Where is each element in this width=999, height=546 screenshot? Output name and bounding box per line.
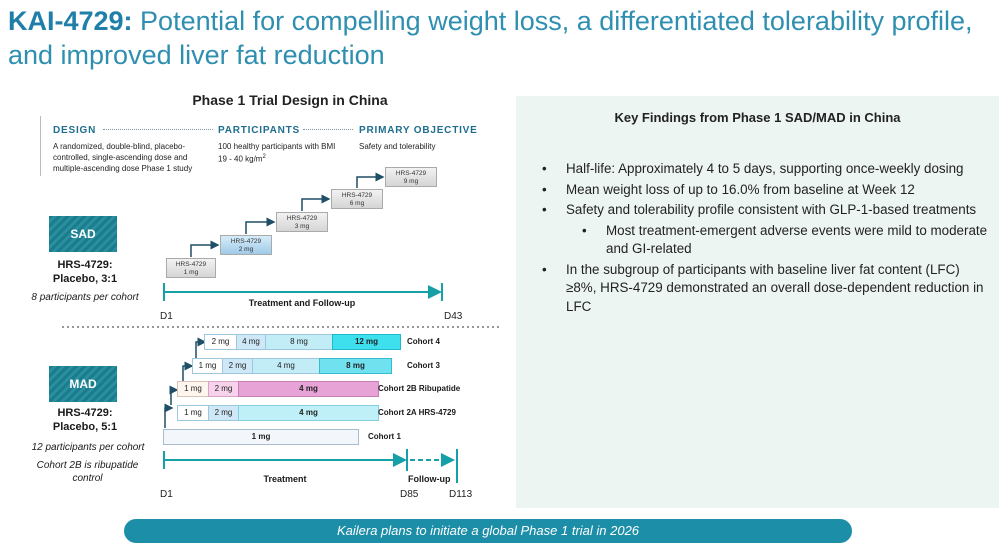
- cohort-2a-bar: 1 mg 2 mg 4 mg: [177, 405, 379, 421]
- cohort-1-label: Cohort 1: [368, 432, 401, 441]
- step-arrow: [301, 194, 331, 211]
- finding-item: In the subgroup of participants with bas…: [542, 261, 992, 317]
- sad-day-start: D1: [160, 311, 173, 322]
- dose-segment: 4 mg: [238, 405, 379, 421]
- sad-step-6mg: HRS-4729 6 mg: [331, 189, 383, 209]
- step-drug: HRS-4729: [286, 215, 318, 222]
- cohort-arrow: [182, 361, 194, 382]
- cohort-4-bar: 2 mg 4 mg 8 mg 12 mg: [204, 334, 401, 350]
- dose-segment: 1 mg: [177, 381, 209, 397]
- mad-followup-label: Follow-up: [408, 474, 451, 484]
- step-dose: 1 mg: [183, 269, 199, 276]
- dose-segment: 2 mg: [204, 334, 237, 350]
- mad-treatment-label: Treatment: [263, 474, 307, 484]
- finding-item: Half-life: Approximately 4 to 5 days, su…: [542, 160, 992, 179]
- step-drug: HRS-4729: [175, 261, 207, 268]
- mad-arm-label: HRS-4729: Placebo, 5:1: [30, 406, 140, 434]
- sad-note: 8 participants per cohort: [31, 292, 139, 303]
- dose-segment: 2 mg: [208, 405, 239, 421]
- sad-arm-label: HRS-4729: Placebo, 3:1: [30, 258, 140, 286]
- objective-heading: PRIMARY OBJECTIVE: [359, 125, 478, 136]
- step-drug: HRS-4729: [395, 170, 427, 177]
- cohort-3-bar: 1 mg 2 mg 4 mg 8 mg: [192, 358, 392, 374]
- cohort-4-label: Cohort 4: [407, 337, 440, 346]
- dose-segment: 4 mg: [238, 381, 379, 397]
- sad-step-2mg: HRS-4729 2 mg: [220, 235, 272, 255]
- step-dose: 9 mg: [403, 178, 419, 185]
- mad-badge: MAD: [49, 366, 117, 402]
- dose-segment: 1 mg: [192, 358, 223, 374]
- finding-subitem: Most treatment-emergent adverse events w…: [542, 222, 992, 259]
- participants-heading: PARTICIPANTS: [218, 125, 301, 136]
- participants-main: 100 healthy participants with BMI 19 - 4…: [218, 142, 336, 164]
- mad-day-end: D113: [449, 489, 473, 500]
- mad-note-participants: 12 participants per cohort: [31, 442, 145, 453]
- cohort-3-label: Cohort 3: [407, 361, 440, 370]
- dose-segment: 1 mg: [177, 405, 209, 421]
- title-text: Potential for compelling weight loss, a …: [8, 6, 973, 70]
- dose-segment: 1 mg: [163, 429, 359, 445]
- findings-list: Half-life: Approximately 4 to 5 days, su…: [542, 160, 992, 318]
- key-findings-panel: Key Findings from Phase 1 SAD/MAD in Chi…: [516, 96, 999, 508]
- sad-step-3mg: HRS-4729 3 mg: [276, 212, 328, 232]
- step-dose: 2 mg: [238, 246, 254, 253]
- sad-ratio: Placebo, 3:1: [52, 273, 118, 285]
- finding-item: Mean weight loss of up to 16.0% from bas…: [542, 181, 992, 200]
- finding-item: Safety and tolerability profile consiste…: [542, 201, 992, 220]
- step-arrow: [245, 217, 276, 234]
- step-arrow: [356, 172, 385, 188]
- sad-day-end: D43: [444, 311, 463, 322]
- title-product: KAI-4729:: [8, 6, 133, 36]
- sad-step-1mg: HRS-4729 1 mg: [166, 258, 216, 278]
- mad-note-control: Cohort 2B is ribupatide control: [36, 460, 139, 484]
- slide-title: KAI-4729: Potential for compelling weigh…: [8, 4, 988, 72]
- dose-segment: 8 mg: [319, 358, 392, 374]
- participants-sup: 2: [262, 154, 266, 160]
- cohort-1-bar: 1 mg: [163, 429, 359, 445]
- step-dose: 6 mg: [349, 200, 365, 207]
- sad-drug: HRS-4729:: [57, 259, 113, 271]
- cohort-2b-label: Cohort 2B Ribupatide: [378, 384, 461, 393]
- trial-design-title: Phase 1 Trial Design in China: [192, 92, 388, 108]
- sad-step-9mg: HRS-4729 9 mg: [385, 167, 437, 187]
- mad-drug: HRS-4729:: [57, 407, 113, 419]
- mad-day-mid: D85: [400, 489, 419, 500]
- dose-segment: 2 mg: [222, 358, 253, 374]
- key-findings-title: Key Findings from Phase 1 SAD/MAD in Chi…: [614, 110, 901, 125]
- bottom-banner: Kailera plans to initiate a global Phase…: [124, 519, 852, 543]
- design-text: A randomized, double-blind, placebo-cont…: [53, 142, 193, 173]
- dose-segment: 2 mg: [208, 381, 239, 397]
- step-drug: HRS-4729: [341, 192, 373, 199]
- sad-badge: SAD: [49, 216, 117, 252]
- dose-segment: 8 mg: [265, 334, 333, 350]
- cohort-2b-bar: 1 mg 2 mg 4 mg: [177, 381, 379, 397]
- dose-segment: 12 mg: [332, 334, 401, 350]
- dose-segment: 4 mg: [252, 358, 320, 374]
- divider: [303, 129, 353, 130]
- design-heading: DESIGN: [53, 125, 97, 136]
- sad-timeline-label: Treatment and Follow-up: [248, 298, 356, 308]
- cohort-arrow: [164, 403, 174, 428]
- step-arrow: [190, 240, 220, 257]
- mad-ratio: Placebo, 5:1: [52, 421, 118, 433]
- divider: [103, 129, 213, 130]
- design-overview: DESIGN A randomized, double-blind, place…: [40, 116, 502, 176]
- step-drug: HRS-4729: [230, 238, 262, 245]
- mad-day-start: D1: [160, 489, 173, 500]
- objective-text: Safety and tolerability: [359, 142, 436, 151]
- dose-segment: 4 mg: [236, 334, 266, 350]
- step-dose: 3 mg: [294, 223, 310, 230]
- participants-text: 100 healthy participants with BMI 19 - 4…: [218, 141, 343, 165]
- cohort-2a-label: Cohort 2A HRS-4729: [378, 408, 456, 417]
